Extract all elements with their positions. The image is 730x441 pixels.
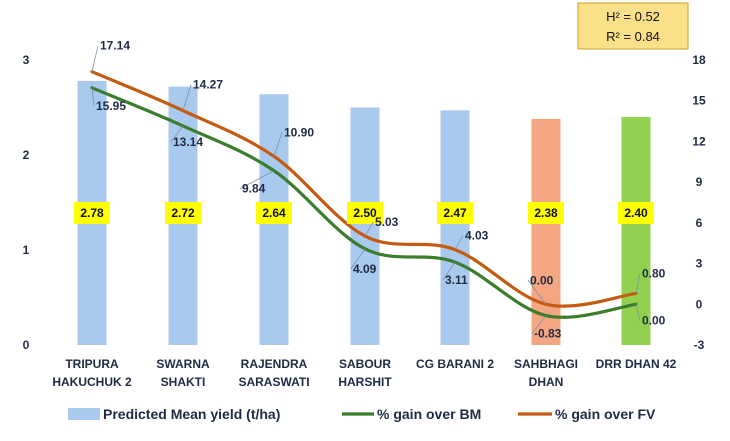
right-tick-0: 0 [696,297,703,311]
stats-box-bg [577,2,689,50]
bm-leader-4 [442,261,456,281]
category-label-2-1: SARASWATI [238,375,309,389]
fv-leader-5 [527,280,547,305]
category-label-6-0: DRR DHAN 42 [596,357,677,371]
fv-label-4: 4.03 [465,229,489,243]
left-tick-3: 3 [23,53,30,67]
bar-label-3: 2.50 [353,206,377,220]
legend-label-bm: % gain over BM [377,406,481,422]
bar-label-box-5 [528,202,564,224]
right-tick-9: 9 [696,175,703,189]
right-tick-6: 6 [696,216,703,230]
category-label-3-0: SABOUR [339,357,391,371]
left-tick-0: 0 [23,338,30,352]
right-tick-15: 15 [692,94,706,108]
fv-leader-4 [454,235,464,250]
fv-label-0: 17.14 [100,39,130,53]
line-data-labels: 17.14 14.27 10.90 5.03 4.03 0.00 0.80 15.95 13.1… [91,39,666,341]
bar-label-box-4 [437,202,473,224]
legend-swatch-bars [68,408,100,420]
bm-leader-3 [350,248,366,270]
bm-label-2: 9.84 [242,182,266,196]
bm-label-1: 13.14 [173,135,203,149]
bm-leader-5 [531,315,547,334]
fv-leader-3 [364,221,374,237]
bar-label-box-6 [618,202,654,224]
fv-leader-1 [182,84,192,111]
bar-label-0: 2.78 [80,206,104,220]
r2-text: R² = 0.84 [606,29,660,44]
category-label-0-0: TRIPURA [65,357,119,371]
category-label-4-0: CG BARANI 2 [416,357,494,371]
bm-leader-1 [170,125,184,143]
bar-4 [440,110,470,345]
category-labels: TRIPURA HAKUCHUK 2 SWARNA SHAKTI RAJENDRA SAR… [52,357,676,389]
bm-label-3: 4.09 [353,262,377,276]
category-label-5-0: SAHBHAGI [514,357,578,371]
right-axis-ticks: -3 0 3 6 9 12 15 18 [692,53,706,352]
right-tick-12: 12 [692,134,706,148]
bm-label-4: 3.11 [445,273,468,287]
legend-label-bars: Predicted Mean yield (t/ha) [103,406,280,422]
right-tick-18: 18 [692,53,706,67]
bar-data-labels: 2.78 2.72 2.64 2.50 2.47 2.38 2.40 [74,202,654,224]
bar-label-1: 2.72 [171,206,195,220]
category-label-0-1: HAKUCHUK 2 [52,375,132,389]
bar-label-5: 2.38 [534,206,558,220]
fv-label-2: 10.90 [284,125,314,139]
left-axis-ticks: 0 1 2 3 [23,53,30,352]
category-label-1-0: SWARNA [156,357,210,371]
right-tick--3: -3 [694,338,705,352]
left-tick-1: 1 [23,243,30,257]
bar-label-box-3 [347,202,383,224]
bar-label-box-2 [256,202,292,224]
bar-label-2: 2.64 [262,206,286,220]
fv-leader-2 [273,132,283,157]
bm-leader-2 [239,170,275,190]
bar-label-box-0 [74,202,110,224]
bm-leader-0 [91,87,95,106]
bm-label-5: -0.83 [534,327,562,341]
bm-label-0: 15.95 [96,99,126,113]
fv-leader-6 [635,273,641,294]
bar-6 [621,117,651,345]
bar-3 [350,107,380,345]
fv-label-5: 0.00 [530,273,554,287]
legend-label-fv: % gain over FV [555,406,656,422]
category-label-3-1: HARSHIT [338,375,392,389]
bm-label-6: 0.00 [642,313,666,327]
h2-text: H² = 0.52 [606,9,660,24]
bm-leader-6 [635,304,641,321]
fv-leader-0 [91,45,99,72]
bar-label-box-1 [165,202,201,224]
fv-label-6: 0.80 [642,266,666,280]
bar-label-4: 2.47 [443,206,467,220]
fv-label-1: 14.27 [193,78,223,92]
stats-box: H² = 0.52 R² = 0.84 [577,2,689,50]
bar-label-6: 2.40 [624,206,648,220]
category-label-1-1: SHAKTI [161,375,206,389]
fv-label-3: 5.03 [375,215,399,229]
left-tick-2: 2 [23,148,30,162]
category-label-5-1: DHAN [529,375,564,389]
category-label-2-0: RAJENDRA [241,357,308,371]
right-tick-3: 3 [696,257,703,271]
legend: Predicted Mean yield (t/ha) % gain over B… [68,406,656,422]
